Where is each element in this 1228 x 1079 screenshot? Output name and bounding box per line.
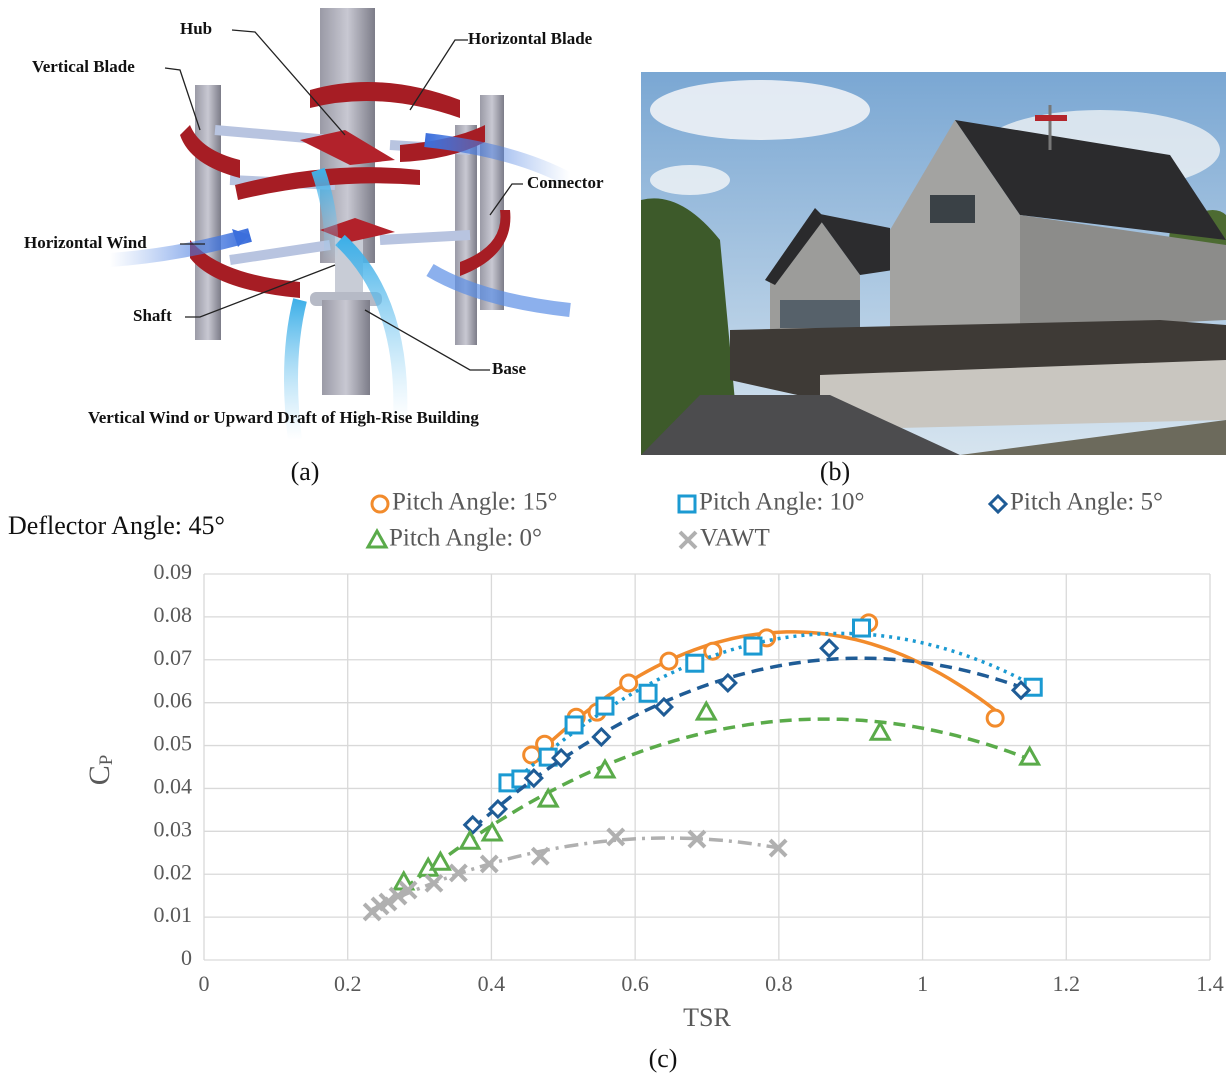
x-tick-label: 0	[199, 971, 210, 996]
diagram-label: Hub	[180, 19, 212, 38]
x-tick-label: 0.8	[765, 971, 793, 996]
marker	[483, 824, 501, 840]
marker	[431, 853, 449, 869]
y-tick-label: 0.03	[154, 816, 193, 841]
diagram-label: Connector	[527, 173, 604, 192]
x-tick-label: 1.2	[1053, 971, 1081, 996]
building-photo	[641, 72, 1226, 455]
y-axis-label: CP	[83, 755, 117, 786]
legend-label: Pitch Angle: 15°	[392, 489, 558, 516]
marker	[853, 620, 869, 636]
legend-label: Pitch Angle: 0°	[389, 525, 542, 552]
marker	[821, 640, 837, 656]
marker	[990, 496, 1006, 512]
x-tick-label: 0.4	[478, 971, 506, 996]
marker	[597, 698, 613, 714]
y-tick-label: 0.01	[154, 902, 193, 927]
x-tick-label: 0.2	[334, 971, 362, 996]
y-tick-label: 0.07	[154, 645, 193, 670]
diagram-label: Vertical Blade	[32, 57, 135, 76]
marker	[566, 717, 582, 733]
marker	[705, 643, 721, 659]
marker	[871, 723, 889, 739]
marker	[720, 675, 736, 691]
x-axis-label: TSR	[683, 1003, 731, 1032]
legend-label: Pitch Angle: 10°	[699, 489, 865, 516]
marker	[987, 710, 1003, 726]
x-tick-label: 1	[917, 971, 928, 996]
y-tick-label: 0	[181, 945, 192, 970]
figure: Hub Horizontal Blade Vertical Blade Conn…	[0, 0, 1228, 1079]
y-tick-label: 0.09	[154, 559, 193, 584]
diagram-label: Base	[492, 359, 526, 378]
diagram-label: Horizontal Wind	[24, 233, 147, 252]
marker	[661, 653, 677, 669]
chart-title: Deflector Angle: 45°	[8, 511, 225, 540]
panel-label: (c)	[649, 1044, 678, 1073]
marker	[697, 703, 715, 719]
y-axis-label-main: C	[83, 765, 116, 785]
x-tick-label: 1.4	[1196, 971, 1224, 996]
marker	[679, 496, 695, 512]
marker	[621, 675, 637, 691]
panel-label: (a)	[291, 457, 320, 486]
y-tick-label: 0.04	[154, 773, 193, 798]
marker	[461, 832, 479, 848]
chart: Deflector Angle: 45° TSR CP 0 0.01 0.02 0.0…	[8, 489, 1224, 1032]
y-tick-label: 0.08	[154, 602, 193, 627]
marker	[372, 496, 388, 512]
marker	[745, 638, 761, 654]
diagram-label: Shaft	[133, 306, 172, 325]
marker	[539, 790, 557, 806]
marker	[687, 655, 703, 671]
marker	[368, 531, 386, 547]
turbine-diagram: Hub Horizontal Blade Vertical Blade Conn…	[24, 8, 604, 440]
diagram-label: Vertical Wind or Upward Draft of High-Ri…	[88, 408, 479, 427]
marker	[593, 729, 609, 745]
diagram-label: Horizontal Blade	[468, 29, 593, 48]
marker	[680, 532, 696, 548]
x-tick-label: 0.6	[621, 971, 649, 996]
marker	[465, 817, 481, 833]
vertical-blade	[195, 85, 221, 340]
legend-label: Pitch Angle: 5°	[1010, 489, 1163, 516]
y-tick-label: 0.05	[154, 731, 193, 756]
grid	[204, 574, 1210, 960]
y-tick-label: 0.02	[154, 859, 193, 884]
panel-label: (b)	[820, 457, 850, 486]
base	[322, 300, 370, 395]
legend-label: VAWT	[700, 525, 770, 552]
y-tick-label: 0.06	[154, 688, 193, 713]
y-axis-label-sub: P	[96, 755, 117, 766]
marker	[640, 685, 656, 701]
